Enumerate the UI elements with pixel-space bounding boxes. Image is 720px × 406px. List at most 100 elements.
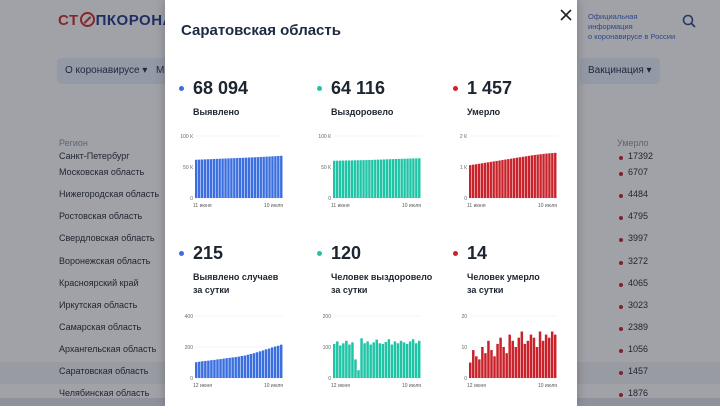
chart-bar[interactable]	[538, 331, 542, 379]
chart-bar[interactable]	[276, 345, 280, 378]
chart-bar[interactable]	[201, 361, 204, 378]
chart-bar[interactable]	[535, 347, 539, 378]
chart-bar[interactable]	[478, 359, 481, 378]
chart-bar[interactable]	[212, 159, 216, 198]
chart-bar[interactable]	[221, 158, 224, 198]
chart-bar[interactable]	[253, 157, 257, 198]
chart-bar[interactable]	[342, 343, 345, 378]
table-row[interactable]: Воронежская область 3272	[0, 252, 720, 274]
chart-bar[interactable]	[244, 157, 248, 198]
chart-bar[interactable]	[396, 343, 400, 378]
chart-bar[interactable]	[249, 353, 253, 378]
chart-bar[interactable]	[390, 344, 394, 378]
chart-bar[interactable]	[510, 158, 513, 198]
search-icon[interactable]	[682, 14, 696, 28]
chart-bar[interactable]	[518, 157, 522, 198]
chart-bar[interactable]	[553, 334, 557, 378]
chart-bar[interactable]	[264, 349, 268, 378]
chart-bar[interactable]	[385, 159, 389, 198]
chart-bar[interactable]	[200, 159, 204, 198]
chart-bar[interactable]	[225, 358, 228, 378]
chart-bar[interactable]	[219, 359, 222, 378]
table-row[interactable]: Самарская область 2389	[0, 318, 720, 340]
chart-bar[interactable]	[268, 156, 271, 198]
chart-bar[interactable]	[213, 359, 216, 378]
chart-bar[interactable]	[391, 159, 395, 198]
chart-bar[interactable]	[405, 343, 409, 378]
chart-bar[interactable]	[206, 159, 210, 198]
chart-bar[interactable]	[375, 339, 378, 378]
chart-bar[interactable]	[477, 163, 481, 198]
table-row[interactable]: Челябинская область 1876	[0, 384, 720, 406]
chart-bar[interactable]	[195, 159, 198, 198]
chart-bar[interactable]	[472, 350, 475, 378]
chart-bar[interactable]	[471, 164, 475, 198]
chart-bar[interactable]	[347, 160, 351, 198]
chart-bar[interactable]	[408, 341, 412, 378]
table-row[interactable]: Ростовская область 4795	[0, 207, 720, 229]
chart-bar[interactable]	[362, 160, 365, 198]
chart-bar[interactable]	[489, 161, 492, 198]
chart-bar[interactable]	[402, 342, 406, 378]
chart-bar[interactable]	[514, 347, 518, 378]
chart-bar[interactable]	[409, 158, 412, 198]
chart-bar[interactable]	[469, 165, 472, 198]
chart-bar[interactable]	[502, 347, 505, 378]
chart-bar[interactable]	[210, 360, 213, 378]
chart-bar[interactable]	[365, 160, 368, 198]
chart-bar[interactable]	[243, 355, 247, 378]
chart-bar[interactable]	[521, 156, 525, 198]
chart-bar[interactable]	[267, 348, 271, 378]
chart-bar[interactable]	[542, 153, 545, 198]
chart-bar[interactable]	[406, 158, 409, 198]
chart-bar[interactable]	[218, 158, 221, 198]
chart-bar[interactable]	[197, 159, 201, 198]
chart-bar[interactable]	[280, 155, 283, 198]
chart-bar[interactable]	[339, 345, 342, 378]
chart-bar[interactable]	[530, 155, 534, 198]
chart-bar[interactable]	[532, 337, 536, 378]
chart-bar[interactable]	[203, 159, 207, 198]
chart-bar[interactable]	[277, 155, 280, 198]
chart-bar[interactable]	[270, 347, 274, 378]
chart-bar[interactable]	[513, 158, 516, 198]
chart-bar[interactable]	[520, 331, 524, 379]
chart-bar[interactable]	[414, 343, 418, 378]
chart-bar[interactable]	[550, 331, 554, 379]
chart-bar[interactable]	[216, 359, 219, 378]
chart-bar[interactable]	[403, 158, 406, 198]
chart-bar[interactable]	[379, 159, 383, 198]
chart-bar[interactable]	[475, 356, 478, 378]
chart-bar[interactable]	[496, 343, 499, 378]
chart-bar[interactable]	[387, 339, 391, 378]
close-icon[interactable]	[558, 7, 574, 23]
chart-bar[interactable]	[246, 354, 250, 378]
chart-bar[interactable]	[507, 159, 510, 198]
chart-bar[interactable]	[231, 357, 234, 378]
chart-bar[interactable]	[237, 356, 240, 378]
chart-bar[interactable]	[544, 334, 548, 378]
chart-bar[interactable]	[417, 340, 421, 378]
chart-bar[interactable]	[252, 353, 256, 378]
chart-bar[interactable]	[527, 155, 531, 198]
chart-bar[interactable]	[271, 156, 274, 198]
chart-bar[interactable]	[378, 343, 382, 378]
chart-bar[interactable]	[351, 342, 354, 378]
chart-bar[interactable]	[505, 353, 508, 378]
chart-bar[interactable]	[357, 370, 360, 378]
chart-bar[interactable]	[529, 334, 533, 378]
chart-bar[interactable]	[250, 157, 254, 198]
chart-bar[interactable]	[481, 347, 484, 378]
chart-bar[interactable]	[247, 157, 251, 198]
chart-bar[interactable]	[374, 159, 377, 198]
chart-bar[interactable]	[547, 337, 551, 378]
chart-bar[interactable]	[526, 340, 530, 378]
chart-bar[interactable]	[262, 156, 265, 198]
chart-bar[interactable]	[222, 358, 225, 378]
chart-bar[interactable]	[333, 160, 336, 198]
chart-bar[interactable]	[369, 344, 372, 378]
chart-bar[interactable]	[360, 338, 363, 378]
chart-bar[interactable]	[233, 158, 236, 198]
chart-bar[interactable]	[474, 164, 478, 198]
table-row[interactable]: Иркутская область 3023	[0, 296, 720, 318]
